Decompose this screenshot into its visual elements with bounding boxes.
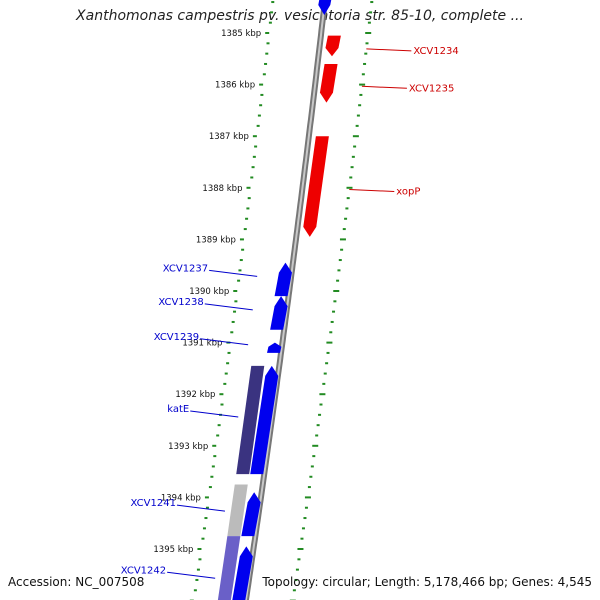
gene-arrow (250, 365, 279, 475)
gene-label: XCV1235 (409, 83, 454, 94)
gene-arrow (325, 35, 341, 57)
gene-leader-line (366, 48, 412, 52)
gene-label: XCV1237 (163, 263, 208, 274)
gene-label: XCV1242 (121, 565, 166, 576)
kbp-tick-label: 1391 kbp (182, 339, 222, 349)
gene-leader-line (209, 269, 258, 277)
gene-arrow (241, 492, 261, 537)
kbp-tick-label: 1388 kbp (202, 184, 242, 194)
gene-leader-line (176, 504, 226, 512)
feature-block (227, 484, 248, 537)
gene-arrow (319, 63, 338, 103)
gene-leader-line (190, 410, 239, 418)
kbp-tick-layer (189, 1, 374, 600)
gene-leader-line (361, 85, 407, 89)
gene-arrow (267, 342, 282, 353)
kbp-tick-label: 1393 kbp (168, 442, 208, 452)
gene-leader-line (349, 189, 395, 193)
kbp-tick-label: 1390 kbp (189, 287, 229, 297)
genome-summary-text: Topology: circular; Length: 5,178,466 bp… (262, 575, 592, 589)
kbp-tick-label: 1385 kbp (221, 29, 261, 39)
kbp-tick-label: 1392 kbp (175, 390, 215, 400)
feature-block (236, 365, 265, 475)
accession-text: Accession: NC_007508 (8, 575, 145, 589)
label-layer: 1385 kbp 1386 kbp 1387 kbp 1388 kbp 1389 kbp… (121, 29, 459, 579)
kbp-tick-label: 1389 kbp (196, 235, 236, 245)
kbp-tick-label: 1387 kbp (209, 132, 249, 142)
kbp-tick-label: 1395 kbp (153, 545, 193, 555)
gene-arrow (232, 546, 253, 600)
gene-label: katE (167, 404, 189, 415)
map-title: Xanthomonas campestris pv. vesicatoria s… (76, 8, 524, 24)
gene-leader-line (204, 303, 253, 311)
gene-arrow (318, 0, 332, 15)
feature-layer (217, 365, 265, 600)
gene-label: XCV1241 (131, 498, 176, 509)
gene-arrow (270, 296, 288, 330)
gene-label: XCV1238 (158, 297, 203, 308)
gene-leader-line (167, 571, 216, 579)
gene-leader-line (200, 338, 249, 346)
gene-arrow (303, 136, 329, 237)
kbp-tick-label: 1394 kbp (161, 493, 201, 503)
gene-label: xopP (396, 187, 420, 198)
gene-arrow (274, 262, 292, 297)
gene-label: XCV1239 (154, 332, 199, 343)
feature-block (217, 536, 241, 600)
gene-label: XCV1234 (413, 46, 458, 57)
kbp-tick-label: 1386 kbp (215, 81, 255, 91)
gene-layer (232, 0, 341, 600)
